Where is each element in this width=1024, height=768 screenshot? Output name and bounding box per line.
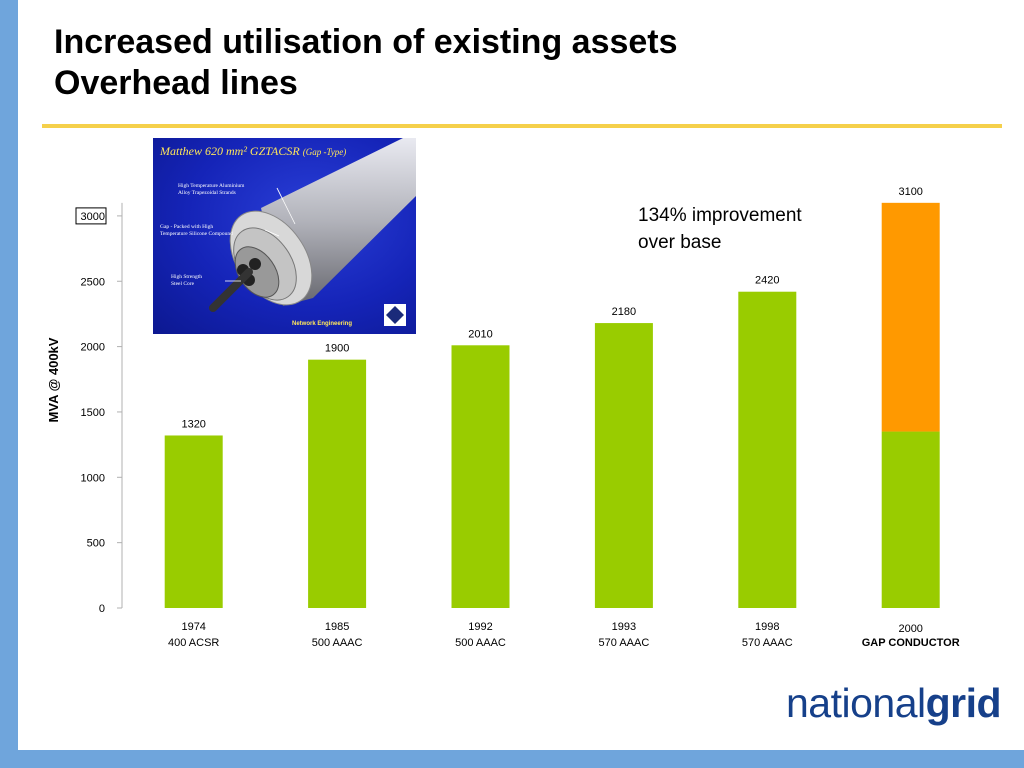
- national-grid-logo: nationalgrid: [786, 680, 1002, 727]
- x-tick-year-1993: 1993: [612, 621, 636, 633]
- bar-1985: [308, 359, 367, 608]
- data-label-1998: 2420: [755, 275, 779, 287]
- title-divider: [42, 124, 1002, 128]
- slide-title: Increased utilisation of existing assets…: [54, 22, 678, 104]
- inset-label-core-line-1: High Strength: [171, 274, 203, 280]
- x-tick-conductor-1998: 570 AAAC: [742, 637, 793, 649]
- x-tick-conductor-1993: 570 AAAC: [599, 637, 650, 649]
- inset-label-core-line-2: Steel Core: [171, 281, 195, 287]
- bar-2000-increment: [881, 202, 940, 432]
- data-label-1993: 2180: [612, 306, 636, 318]
- y-tick-label-3: 1500: [81, 407, 105, 419]
- inset-label-strands-line-2: Alloy Trapezoidal Strands: [178, 190, 236, 196]
- inset-label-gap: Gap - Packed with High Temperature Silic…: [160, 224, 233, 238]
- data-label-1992: 2010: [468, 328, 492, 340]
- x-tick-conductor-1974: 400 ACSR: [168, 637, 219, 649]
- slide-title-line-1: Increased utilisation of existing assets: [54, 23, 678, 61]
- bar-1993: [594, 323, 653, 608]
- conductor-cross-section-image: Matthew 620 mm² GZTACSR (Gap -Type) High…: [153, 138, 416, 334]
- slide-title-line-2: Overhead lines: [54, 64, 298, 102]
- inset-label-gap-line-2: Temperature Silicone Compound: [160, 231, 233, 237]
- logo-text-national: national: [786, 680, 926, 726]
- conductor-cable-illustration: [209, 138, 416, 312]
- bottom-accent-band: [0, 750, 1024, 768]
- y-tick-label-1: 500: [87, 538, 105, 550]
- data-label-2000: 3100: [898, 186, 922, 198]
- improvement-annotation: 134% improvement over base: [638, 202, 802, 256]
- logo-text-grid: grid: [925, 680, 1002, 726]
- data-label-1974: 1320: [181, 418, 205, 430]
- y-tick-label-0: 0: [99, 603, 105, 615]
- inset-label-strands-line-1: High Temperature Aluminium: [178, 183, 245, 189]
- annotation-line-2: over base: [638, 232, 722, 253]
- x-tick-year-2000: 2000: [898, 623, 922, 635]
- y-tick-highlight-box: [75, 207, 107, 225]
- x-tick-year-1985: 1985: [325, 621, 349, 633]
- data-label-1985: 1900: [325, 343, 349, 355]
- x-tick-conductor-2000: GAP CONDUCTOR: [862, 637, 960, 649]
- inset-label-strands: High Temperature Aluminium Alloy Trapezo…: [178, 183, 244, 197]
- inset-title: Matthew 620 mm² GZTACSR (Gap -Type): [160, 144, 346, 159]
- y-tick-label-2: 1000: [81, 472, 105, 484]
- inset-label-core: High Strength Steel Core: [171, 274, 202, 288]
- bar-1992: [451, 345, 510, 608]
- x-tick-conductor-1985: 500 AAAC: [312, 637, 363, 649]
- inset-label-gap-line-1: Gap - Packed with High: [160, 224, 214, 230]
- bar-1998: [738, 291, 797, 608]
- y-tick-label-6: 3000: [81, 211, 105, 223]
- annotation-line-1: 134% improvement: [638, 205, 802, 226]
- x-tick-conductor-1992: 500 AAAC: [455, 637, 506, 649]
- inset-title-main: Matthew 620 mm² GZTACSR: [160, 144, 300, 158]
- left-accent-band: [0, 0, 18, 768]
- inset-title-sub: (Gap -Type): [302, 147, 347, 157]
- diamond-icon: [386, 306, 404, 324]
- y-axis-label: MVA @ 400kV: [46, 337, 61, 422]
- y-tick-label-4: 2000: [81, 342, 105, 354]
- x-tick-year-1974: 1974: [181, 621, 205, 633]
- bar-1974: [164, 435, 223, 608]
- x-tick-year-1992: 1992: [468, 621, 492, 633]
- network-engineering-logo: [384, 304, 406, 326]
- bar-2000: [881, 431, 940, 608]
- x-tick-year-1998: 1998: [755, 621, 779, 633]
- y-tick-label-5: 2500: [81, 276, 105, 288]
- inset-footer: Network Engineering: [292, 321, 353, 327]
